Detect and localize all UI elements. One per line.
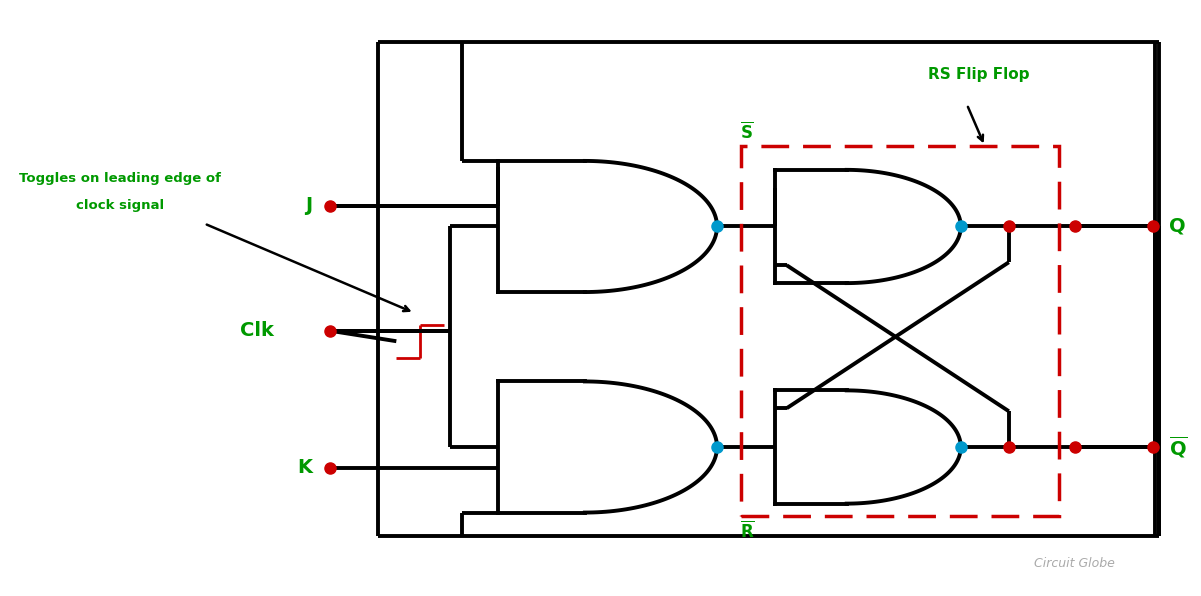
Text: Toggles on leading edge of: Toggles on leading edge of <box>19 172 221 185</box>
Text: $\mathregular{\overline{Q}}$: $\mathregular{\overline{Q}}$ <box>1169 434 1187 460</box>
Text: RS Flip Flop: RS Flip Flop <box>928 67 1029 82</box>
Text: Q: Q <box>1169 217 1185 236</box>
Text: J: J <box>305 196 312 215</box>
Text: K: K <box>298 458 312 477</box>
Text: Circuit Globe: Circuit Globe <box>1034 557 1116 570</box>
Text: clock signal: clock signal <box>76 199 165 212</box>
Text: $\mathregular{\overline{S}}$: $\mathregular{\overline{S}}$ <box>740 120 754 142</box>
Text: $\mathregular{\overline{R}}$: $\mathregular{\overline{R}}$ <box>740 520 754 541</box>
Text: Clk: Clk <box>240 321 274 340</box>
